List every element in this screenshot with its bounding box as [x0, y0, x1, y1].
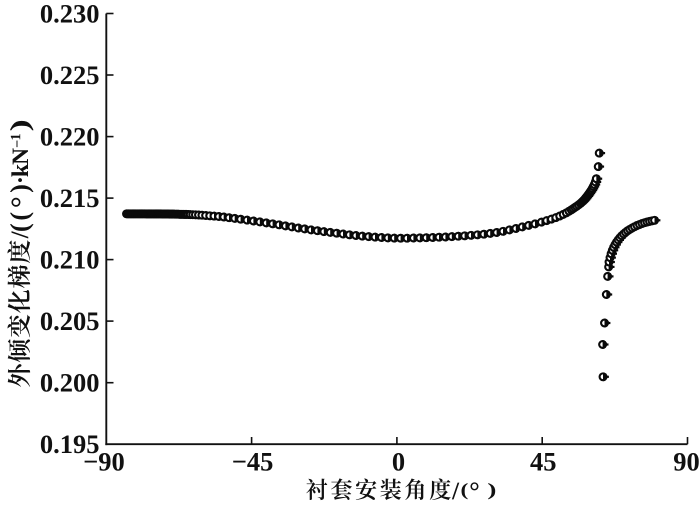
svg-text:0.230: 0.230 [40, 0, 100, 28]
svg-text:0.210: 0.210 [40, 244, 100, 274]
svg-text:0.200: 0.200 [40, 368, 100, 398]
svg-text:0.205: 0.205 [40, 306, 100, 336]
svg-text:0.195: 0.195 [40, 429, 100, 459]
svg-text:90: 90 [673, 447, 700, 477]
svg-text:−45: −45 [232, 447, 274, 477]
svg-text:0.220: 0.220 [40, 121, 100, 151]
svg-text:−90: −90 [83, 447, 125, 477]
svg-text:45: 45 [530, 447, 557, 477]
svg-text:0: 0 [392, 447, 405, 477]
svg-text:0.215: 0.215 [40, 183, 100, 213]
svg-text:0.225: 0.225 [40, 60, 100, 90]
